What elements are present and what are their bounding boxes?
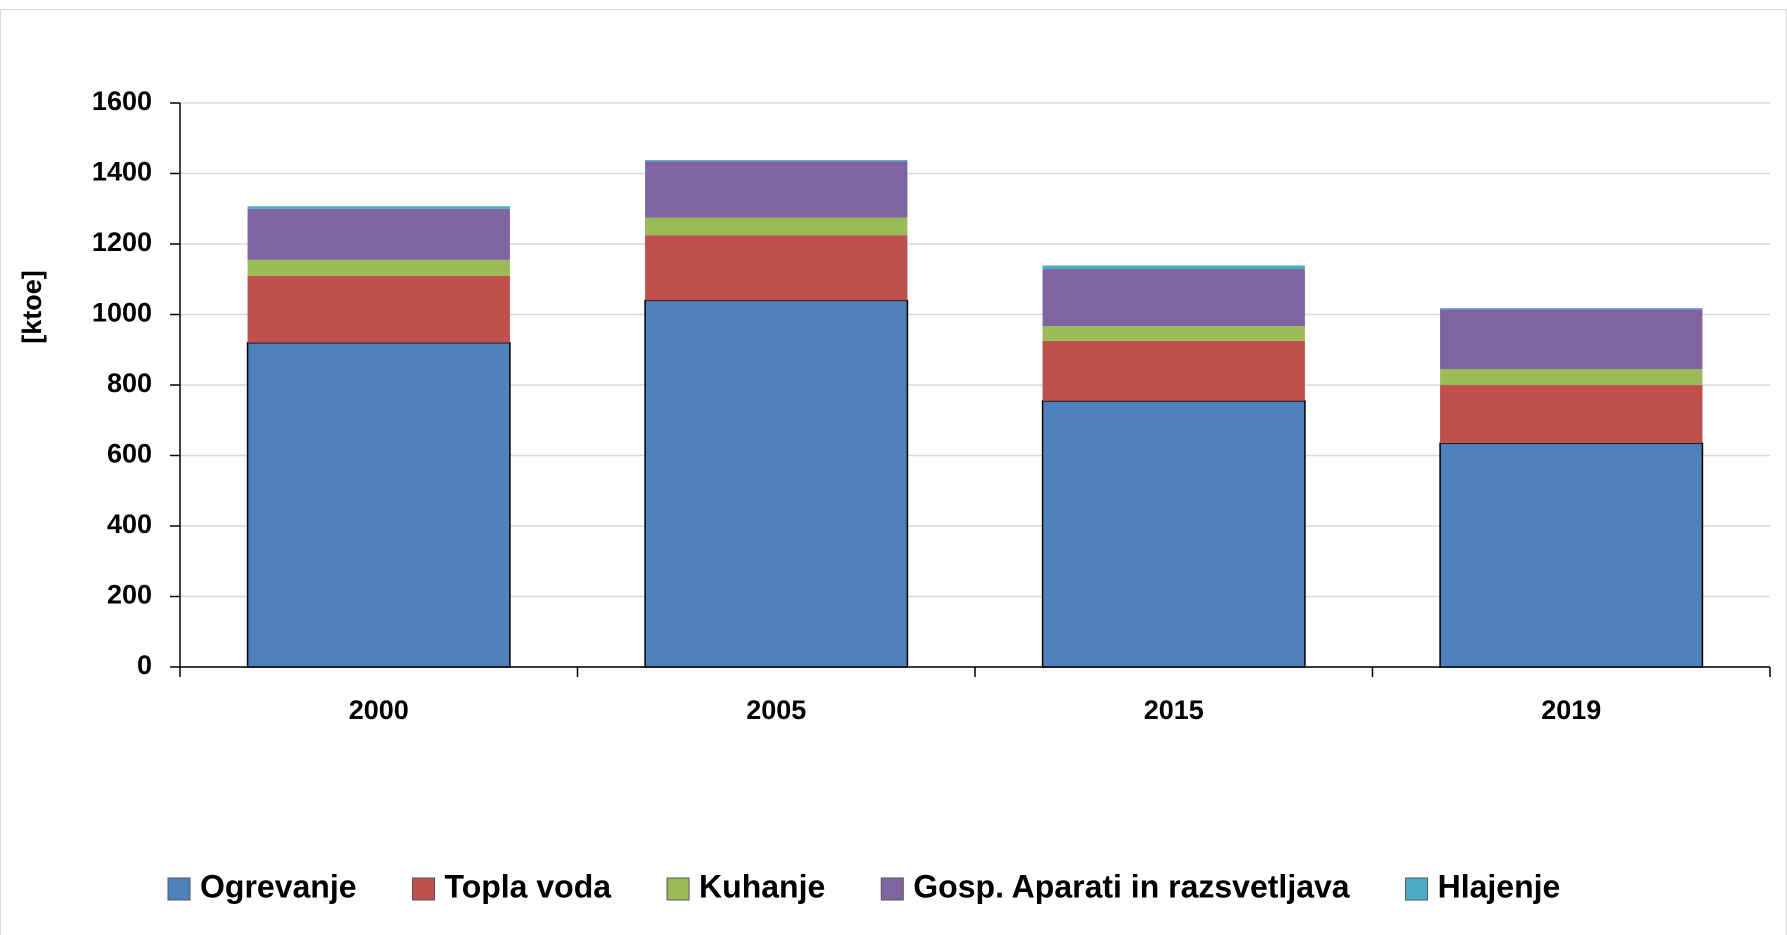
x-tick-label: 2015 [1144,695,1204,725]
x-tick-label: 2000 [349,695,409,725]
y-tick-label: 0 [137,650,152,680]
legend-swatch [666,877,690,901]
bar-segment [645,217,908,236]
bar-segment [1041,400,1306,668]
legend-label: Topla voda [445,868,612,904]
legend-label: Hlajenje [1438,868,1561,904]
y-tick-label: 200 [107,580,152,610]
bar-segment [1042,265,1305,270]
bar-segment [246,341,511,668]
bar-segment [247,275,510,343]
legend-swatch [880,877,904,901]
y-tick-label: 800 [107,368,152,398]
bar-segment [1440,369,1703,385]
bar-segment [1440,385,1703,444]
bar-segment [644,299,909,668]
bar-segment [1042,269,1305,327]
legend-swatch [1405,877,1429,901]
bar-segment [1440,308,1703,310]
bar-segment [247,259,510,276]
y-tick-label: 1000 [92,298,152,328]
bar-segment [247,206,510,209]
bar-segment [645,161,908,218]
bar-segment [1042,326,1305,341]
y-tick-label: 1400 [92,157,152,187]
legend-swatch [412,877,436,901]
bar-segment [1042,340,1305,401]
legend-label: Kuhanje [699,868,825,904]
x-tick-label: 2005 [746,695,806,725]
legend-label: Gosp. Aparati in razsvetljava [913,868,1350,904]
x-tick-label: 2019 [1541,695,1601,725]
y-tick-label: 1600 [92,86,152,116]
bar-segment [645,235,908,301]
legend-swatch [167,877,191,901]
bar-segment [645,160,908,162]
y-tick-label: 600 [107,439,152,469]
bar-segment [247,208,510,260]
legend: Ogrevanje Topla voda Kuhanje Gosp. Aparati … [167,868,1561,904]
legend-label: Ogrevanje [200,868,357,904]
y-tick-label: 400 [107,509,152,539]
bar-segment [1439,442,1704,668]
bar-segment [1440,309,1703,370]
y-tick-label: 1200 [92,227,152,257]
y-axis-label: [ktoe] [17,270,47,344]
